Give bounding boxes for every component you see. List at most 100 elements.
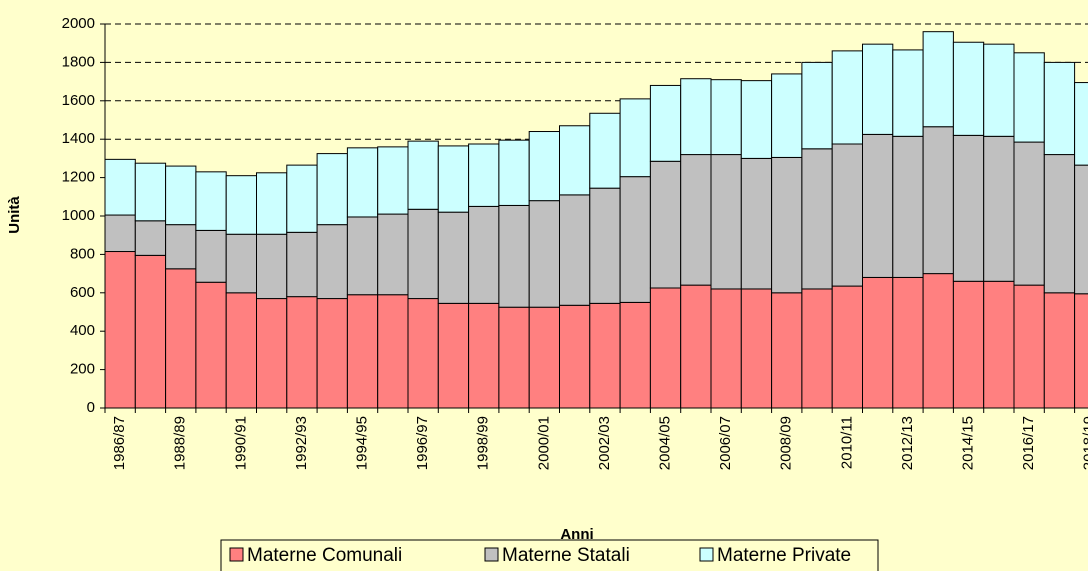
bar-segment [952,41,985,136]
bar-segment [952,134,985,282]
x-tick-label: 1992/93 [293,416,310,470]
bar-segment [710,154,742,290]
bar-segment [710,79,742,156]
y-tick-label: 0 [87,399,95,416]
bar-segment [771,292,803,409]
bar-segment [589,302,621,409]
bar-segment [740,80,773,159]
y-tick-label: 1800 [62,53,95,70]
legend-label: Materne Statali [502,545,630,566]
legend-swatch [484,547,499,562]
bar-segment [619,176,651,303]
legend-swatch [229,547,244,562]
bar-segment [104,214,136,253]
bar-segment [286,296,318,409]
bar-segment [437,211,470,304]
x-tick-label: 1986/87 [111,416,128,470]
bar-segment [286,164,318,233]
legend-label: Materne Comunali [247,545,402,566]
bar-segment [983,135,1015,282]
bar-segment [468,205,500,304]
bar-segment [680,78,712,156]
bar-segment [892,49,924,137]
x-tick-label: 2018/19 [1081,416,1088,470]
bar-segment [165,165,197,226]
bar-segment [952,280,985,409]
bar-segment [619,98,651,178]
y-tick-label: 2000 [62,15,95,32]
bar-segment [377,294,409,409]
bar-segment [983,280,1015,409]
bar-segment [346,294,379,409]
bar-segment [1074,164,1088,295]
bar-segment [1043,154,1076,294]
legend-box [220,539,879,571]
bar-segment [680,284,712,409]
bar-segment [740,288,773,409]
bar-segment [922,31,954,128]
bar-segment [1074,82,1088,166]
bar-segment [256,298,288,409]
bar-segment [1013,52,1045,143]
bar-segment [528,131,561,202]
y-tick-label: 1000 [62,207,95,224]
x-tick-label: 2010/11 [838,416,855,469]
bar-segment [740,157,773,290]
bar-segment [528,200,561,308]
bar-segment [801,148,833,290]
bar-segment [1013,141,1045,286]
x-tick-label: 1990/91 [232,416,249,470]
x-tick-label: 2014/15 [960,416,977,470]
bar-segment [649,160,682,289]
bar-segment [346,216,379,296]
bar-segment [195,171,227,231]
bar-segment [892,276,924,409]
bar-segment [134,254,167,409]
bar-segment [134,220,167,256]
y-tick-label: 1600 [62,92,95,109]
y-tick-label: 200 [70,361,95,378]
bar-segment [165,268,197,409]
y-axis-title: Unità [6,196,23,234]
x-tick-label: 2000/01 [535,416,552,470]
bar-segment [922,126,954,275]
bar-segment [498,204,530,308]
x-tick-label: 2004/05 [657,416,674,470]
bar-segment [710,288,742,409]
bar-segment [316,153,348,226]
bar-segment [498,139,530,206]
legend-label: Materne Private [717,545,851,566]
bar-segment [862,133,894,278]
bar-segment [437,302,470,409]
bar-segment [225,292,257,409]
x-axis-title: Anni [560,526,593,543]
bar-segment [559,194,591,306]
bar-segment [498,306,530,409]
bar-segment [922,273,954,409]
bar-segment [801,61,833,150]
bar-segment [831,285,864,409]
bar-segment [286,231,318,298]
bar-segment [771,156,803,294]
bar-segment [225,175,257,235]
bar-segment [468,302,500,409]
x-tick-label: 1996/97 [414,416,431,470]
bar-segment [589,187,621,304]
bar-segment [1013,284,1045,409]
bar-segment [134,162,167,222]
bar-segment [831,143,864,287]
y-tick-label: 800 [70,245,95,262]
bar-segment [619,301,651,409]
bar-segment [407,298,439,409]
bar-segment [377,213,409,296]
bar-segment [468,143,500,207]
bar-segment [1043,61,1076,156]
bar-segment [437,145,470,213]
bar-segment [225,233,257,294]
bar-segment [104,158,136,216]
x-tick-label: 1994/95 [354,416,371,470]
bar-segment [771,73,803,158]
bar-segment [165,224,197,270]
x-tick-label: 2016/17 [1020,416,1037,470]
